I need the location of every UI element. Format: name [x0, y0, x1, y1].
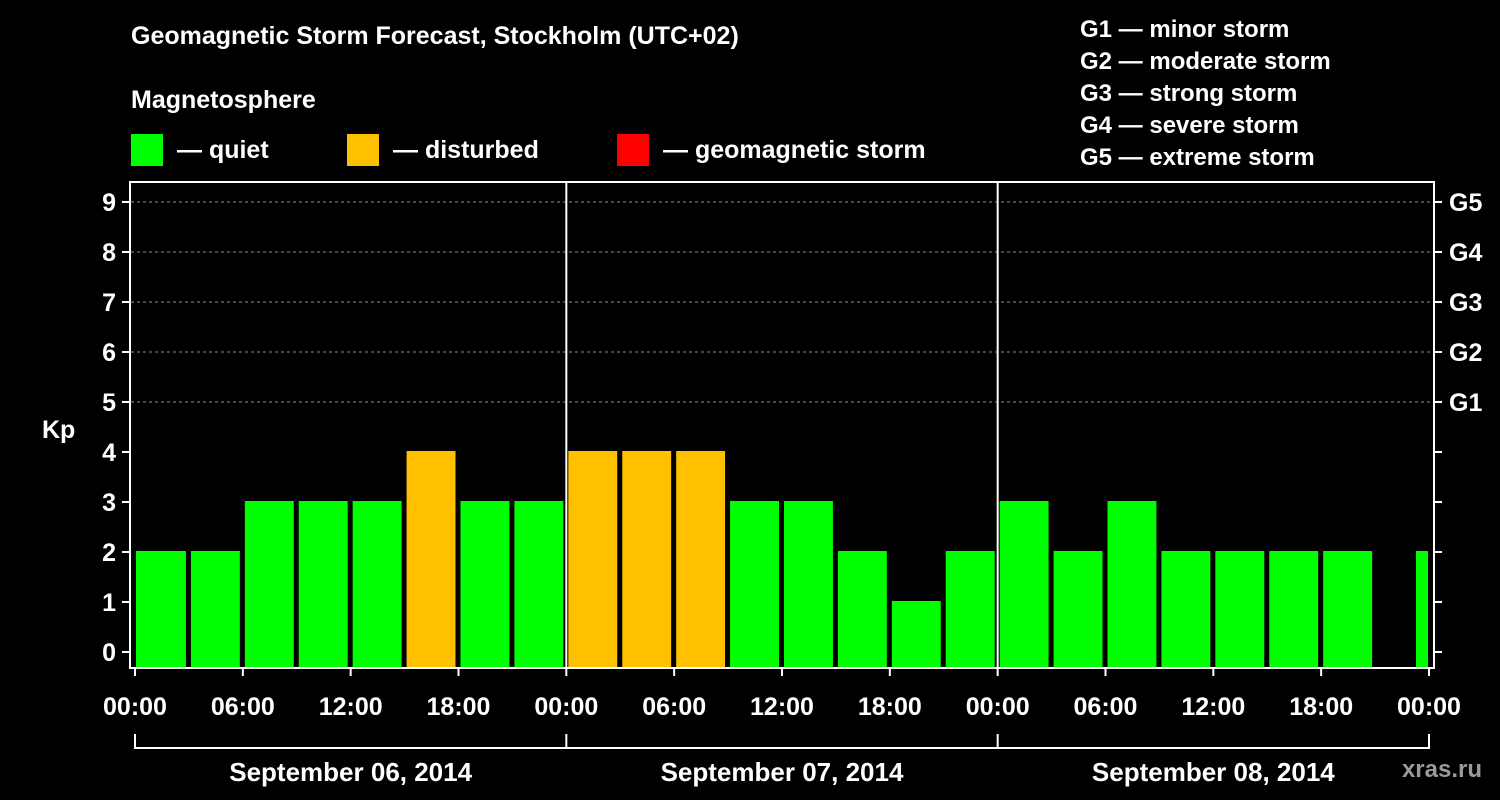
y-tick-label-1: 1 — [102, 589, 116, 617]
watermark: xras.ru — [1401, 756, 1482, 783]
kp-bar-5 — [406, 451, 456, 668]
x-tick-label-2: 12:00 — [319, 693, 383, 721]
kp-bar-11 — [730, 501, 779, 668]
legend-swatch-storm — [617, 134, 649, 166]
kp-bar-22 — [1323, 551, 1373, 668]
storm-scale-g3: G3 — strong storm — [1080, 80, 1298, 107]
kp-bar-13 — [837, 551, 887, 668]
kp-bar-15 — [945, 551, 995, 668]
y-tick-label-4: 4 — [102, 439, 116, 467]
day-label-1: September 07, 2014 — [661, 757, 904, 787]
x-tick-label-10: 12:00 — [1181, 693, 1245, 721]
kp-bar-7 — [514, 501, 564, 668]
y-tick-label-3: 3 — [102, 489, 116, 517]
kp-bar-1 — [190, 551, 240, 668]
kp-bar-10 — [676, 451, 726, 668]
legend-label-storm: — geomagnetic storm — [663, 135, 926, 164]
storm-scale-g2: G2 — moderate storm — [1080, 48, 1331, 75]
legend-item-disturbed: — disturbed — [347, 134, 539, 166]
y-tick-label-7: 7 — [102, 289, 116, 317]
g-scale-label-g3: G3 — [1449, 289, 1482, 317]
legend-item-quiet: — quiet — [131, 134, 269, 166]
storm-scale-g4: G4 — severe storm — [1080, 112, 1299, 139]
x-tick-label-11: 18:00 — [1289, 693, 1353, 721]
storm-scale-list: G1 — minor storm G2 — moderate storm G3 … — [1080, 14, 1331, 174]
y-tick-label-9: 9 — [102, 189, 116, 217]
legend-swatch-disturbed — [347, 134, 379, 166]
chart-title: Geomagnetic Storm Forecast, Stockholm (U… — [131, 22, 739, 50]
legend-label-disturbed: — disturbed — [393, 135, 539, 164]
y-axis-label: Kp — [42, 416, 75, 444]
x-tick-label-12: 00:00 — [1397, 693, 1461, 721]
y-tick-label-8: 8 — [102, 239, 116, 267]
day-label-2: September 08, 2014 — [1092, 757, 1335, 787]
kp-bar-20 — [1215, 551, 1265, 668]
kp-bar-14 — [891, 601, 941, 668]
y-tick-label-5: 5 — [102, 389, 116, 417]
y-tick-label-2: 2 — [102, 539, 116, 567]
kp-bar-12 — [784, 501, 833, 668]
x-tick-label-5: 06:00 — [642, 693, 706, 721]
kp-bar-16 — [999, 501, 1049, 668]
kp-bar-23 — [1416, 551, 1428, 668]
kp-bar-6 — [460, 501, 510, 668]
legend-swatch-quiet — [131, 134, 163, 166]
day-label-0: September 06, 2014 — [229, 757, 472, 787]
x-tick-label-3: 18:00 — [427, 693, 491, 721]
x-tick-label-9: 06:00 — [1074, 693, 1138, 721]
kp-bar-4 — [352, 501, 402, 668]
x-tick-label-4: 00:00 — [534, 693, 598, 721]
kp-bar-9 — [622, 451, 672, 668]
x-tick-label-8: 00:00 — [966, 693, 1030, 721]
kp-bar-8 — [568, 451, 618, 668]
legend-label-quiet: — quiet — [177, 135, 269, 164]
kp-bar-3 — [298, 501, 348, 668]
x-tick-label-7: 18:00 — [858, 693, 922, 721]
legend-item-storm: — geomagnetic storm — [617, 134, 926, 166]
x-tick-label-6: 12:00 — [750, 693, 814, 721]
kp-bar-19 — [1161, 551, 1211, 668]
kp-bar-0 — [136, 551, 186, 668]
kp-bar-2 — [244, 501, 294, 668]
g-scale-label-g1: G1 — [1449, 389, 1482, 417]
kp-bar-17 — [1053, 551, 1103, 668]
storm-scale-g5: G5 — extreme storm — [1080, 144, 1315, 171]
g-scale-label-g4: G4 — [1449, 239, 1482, 267]
g-scale-label-g2: G2 — [1449, 339, 1482, 367]
chart-subtitle: Magnetosphere — [131, 86, 316, 114]
storm-scale-g1: G1 — minor storm — [1080, 16, 1290, 43]
y-tick-label-6: 6 — [102, 339, 116, 367]
kp-bar-21 — [1269, 551, 1319, 668]
kp-bar-18 — [1107, 501, 1157, 668]
x-tick-label-1: 06:00 — [211, 693, 275, 721]
x-tick-label-0: 00:00 — [103, 693, 167, 721]
y-tick-label-0: 0 — [102, 639, 116, 667]
g-scale-label-g5: G5 — [1449, 189, 1482, 217]
